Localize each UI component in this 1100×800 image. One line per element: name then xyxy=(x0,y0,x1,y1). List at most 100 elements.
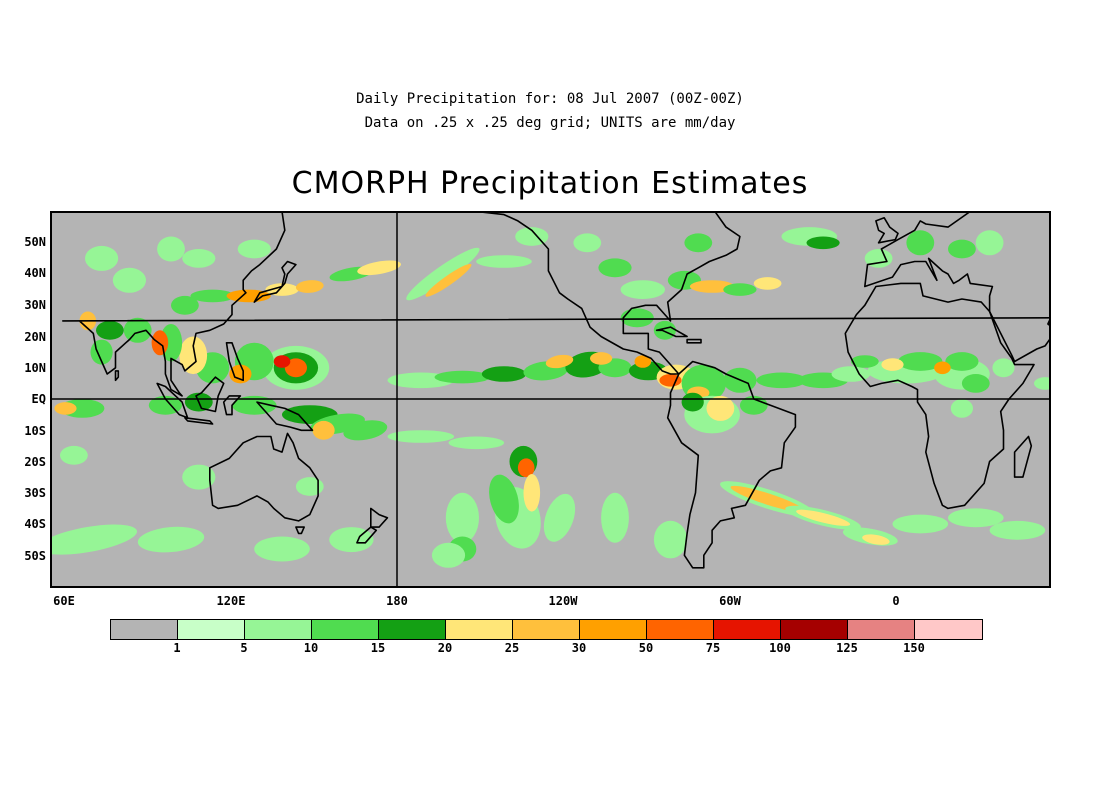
precip-cell-22 xyxy=(284,358,307,378)
precip-cell-28 xyxy=(159,324,183,362)
lat-label-40s: 40S xyxy=(24,517,46,531)
precip-cell-31 xyxy=(96,320,124,340)
precip-cell-51 xyxy=(357,260,401,276)
precip-cell-30 xyxy=(123,317,152,343)
coastlines xyxy=(59,212,1050,569)
precip-cell-79 xyxy=(706,395,735,421)
lon-label-0: 0 xyxy=(892,594,900,608)
legend-label-125: 125 xyxy=(836,641,858,655)
coast-sri-lanka xyxy=(114,370,120,382)
coast-japan xyxy=(253,260,297,303)
header-line-date: Daily Precipitation for: 08 Jul 2007 (00… xyxy=(356,91,744,107)
precip-cell-116 xyxy=(850,355,879,368)
lat-label-50n: 50N xyxy=(24,235,46,249)
precip-cell-46 xyxy=(190,289,235,303)
precip-cell-42 xyxy=(448,436,505,450)
precip-cell-83 xyxy=(730,485,805,513)
precip-cell-113 xyxy=(961,374,990,393)
coast-south-america xyxy=(666,360,797,569)
legend-label-20: 20 xyxy=(437,641,453,655)
precip-cell-112 xyxy=(934,361,951,375)
lon-label-60w: 60W xyxy=(719,594,741,608)
precip-cell-10 xyxy=(756,372,807,389)
coast-sulawesi xyxy=(222,395,242,416)
precip-cell-80 xyxy=(681,392,704,412)
legend-swatch-1 xyxy=(178,620,245,639)
precip-cell-25 xyxy=(229,364,252,384)
legend-label-15: 15 xyxy=(370,641,386,655)
lat-label-10s: 10S xyxy=(24,424,46,438)
precip-cell-103 xyxy=(254,536,310,562)
precip-cell-114 xyxy=(950,399,974,418)
precip-cell-40 xyxy=(312,420,335,440)
lat-label-30s: 30S xyxy=(24,486,46,500)
precip-cell-94 xyxy=(517,458,535,478)
coast-cuba xyxy=(655,326,688,338)
coast-madagascar xyxy=(1013,435,1033,478)
legend-swatch-8 xyxy=(647,620,714,639)
coast-borneo xyxy=(195,376,225,413)
coast-new-zealand xyxy=(369,507,389,528)
legend-swatch-10 xyxy=(781,620,848,639)
legend-swatch-12 xyxy=(915,620,982,639)
precip-cell-73 xyxy=(864,249,893,268)
map-title: CMORPH Precipitation Estimates xyxy=(291,166,809,201)
coast-java xyxy=(184,416,214,425)
legend-swatch-3 xyxy=(312,620,379,639)
precip-cell-12 xyxy=(831,366,871,382)
legend-label-150: 150 xyxy=(903,641,925,655)
coast-eurasia xyxy=(59,212,1050,397)
precip-cell-75 xyxy=(948,239,976,259)
legend-label-1: 1 xyxy=(173,641,181,655)
precip-cell-16 xyxy=(590,352,613,365)
precip-cell-54 xyxy=(182,249,216,268)
precip-cell-70 xyxy=(684,233,713,253)
precip-cell-67 xyxy=(620,308,654,328)
precip-cell-77 xyxy=(515,227,549,246)
precip-cell-88 xyxy=(892,514,949,534)
precip-cell-49 xyxy=(295,280,324,293)
precip-cell-64 xyxy=(689,280,735,293)
precip-cell-60 xyxy=(476,255,532,268)
legend-swatch-5 xyxy=(446,620,513,639)
legend-swatch-7 xyxy=(580,620,647,639)
legend-swatch-0 xyxy=(111,620,178,639)
precip-cell-111 xyxy=(881,358,904,371)
header-line-units: Data on .25 x .25 deg grid; UNITS are mm… xyxy=(364,115,736,131)
precip-cell-65 xyxy=(723,283,757,296)
precip-cell-27 xyxy=(179,336,208,375)
precip-cell-105 xyxy=(431,542,466,568)
coast-britain xyxy=(875,217,899,244)
legend-label-25: 25 xyxy=(504,641,520,655)
precip-cell-56 xyxy=(157,236,185,262)
precip-cell-59 xyxy=(425,263,472,297)
coast-philippines xyxy=(225,341,244,382)
precip-cell-99 xyxy=(601,492,629,543)
precipitation-field xyxy=(51,227,1050,568)
lat-label-30n: 30N xyxy=(24,298,46,312)
precip-cell-18 xyxy=(659,374,682,387)
coast-australia xyxy=(209,432,319,522)
lat-label-20n: 20N xyxy=(24,330,46,344)
precip-cell-98 xyxy=(543,493,576,542)
legend-label-75: 75 xyxy=(705,641,721,655)
precip-cell-85 xyxy=(796,509,851,526)
precip-cell-58 xyxy=(406,247,480,301)
precip-cell-72 xyxy=(806,236,840,250)
precip-cell-87 xyxy=(862,534,890,545)
precip-cell-107 xyxy=(295,477,324,496)
lat-label-40n: 40N xyxy=(24,266,46,280)
precip-cell-61 xyxy=(620,280,665,299)
legend-swatch-11 xyxy=(848,620,915,639)
precip-cell-76 xyxy=(975,230,1004,256)
coast-north-america xyxy=(425,212,741,375)
lon-label-120w: 120W xyxy=(548,594,578,608)
precip-cell-69 xyxy=(573,233,602,253)
precip-cell-44 xyxy=(54,402,77,415)
precip-cell-1 xyxy=(434,370,491,384)
legend-swatch-2 xyxy=(245,620,312,639)
precip-cell-101 xyxy=(51,524,137,555)
precip-cell-81 xyxy=(739,395,768,415)
precip-cell-55 xyxy=(237,239,271,259)
